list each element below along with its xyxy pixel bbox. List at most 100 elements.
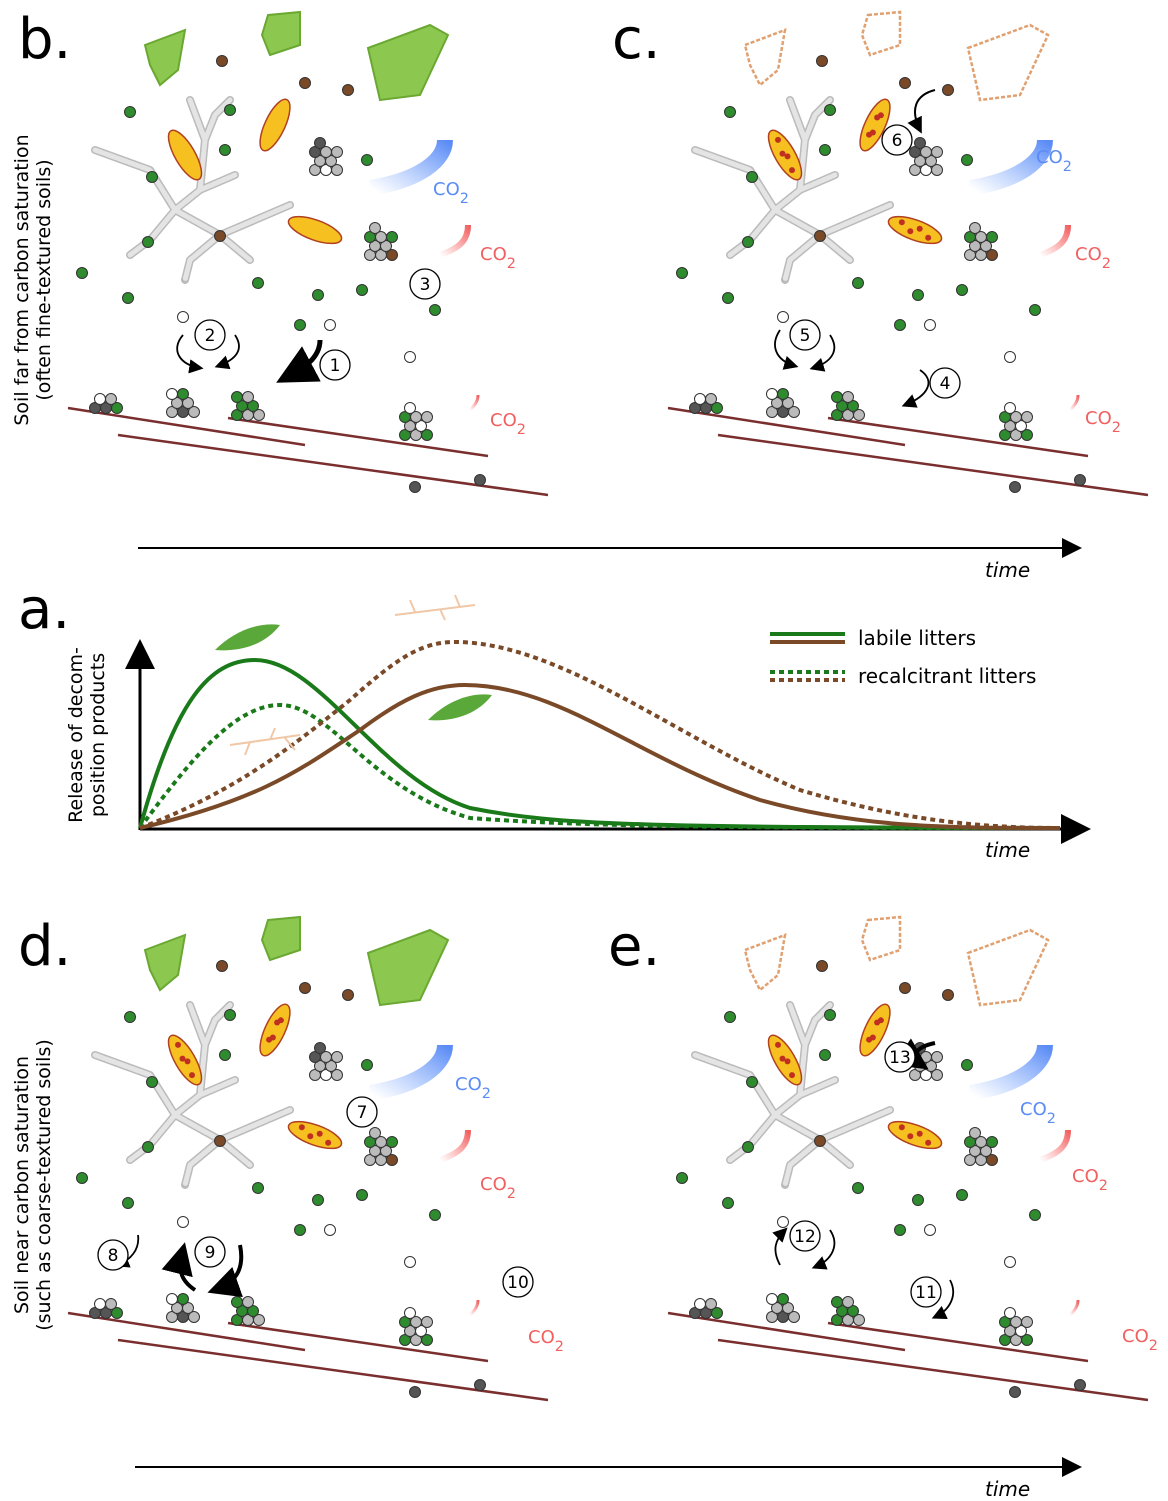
step-circle (789, 1220, 821, 1252)
panel-label: c. (612, 7, 661, 72)
particle (247, 1305, 259, 1317)
microbe-spot (175, 1041, 181, 1048)
step-circle (319, 349, 351, 381)
particle (76, 1172, 88, 1184)
side-label: Soil far from carbon saturation (often f… (11, 134, 55, 425)
co2-sub: 2 (460, 191, 469, 207)
particle (421, 1334, 433, 1346)
particle (1004, 1307, 1016, 1319)
mineral-surface (717, 433, 1149, 497)
particle (361, 154, 373, 166)
particle (914, 137, 926, 149)
particle (980, 240, 992, 252)
particle (294, 319, 306, 331)
process-arrow (893, 1038, 936, 1070)
microbe-spot (269, 1034, 276, 1041)
microbe-spot (316, 1130, 323, 1137)
particle (142, 1141, 154, 1153)
co2-main: CO (1036, 147, 1063, 168)
particle (216, 55, 228, 67)
co2-main: CO (480, 1174, 507, 1195)
particle (676, 1172, 688, 1184)
particle (1015, 420, 1027, 432)
microbe (259, 98, 291, 152)
particle (124, 106, 136, 118)
particle (961, 154, 973, 166)
particle (142, 236, 154, 248)
co2-main: CO (1072, 1166, 1099, 1187)
particle (474, 1379, 486, 1391)
microbe-spot (184, 1058, 191, 1065)
co2-flux (1038, 224, 1071, 258)
particle (925, 155, 937, 167)
particle (361, 1059, 373, 1071)
microbe-spot (898, 219, 905, 226)
particle (986, 1136, 998, 1148)
microbe (167, 129, 203, 181)
co2-flux (968, 1044, 1053, 1101)
leaf-icon (428, 694, 492, 721)
particle (931, 146, 943, 158)
particle (852, 277, 864, 289)
particle (847, 1305, 859, 1317)
leaf (860, 10, 902, 57)
particle (122, 1197, 134, 1209)
step-number: 5 (800, 326, 811, 346)
step-number: 7 (357, 1103, 368, 1123)
particle (899, 77, 911, 89)
co2-sub: 2 (482, 1086, 491, 1102)
particle (931, 1051, 943, 1063)
process-arrow (901, 369, 930, 408)
particle (853, 409, 865, 421)
particle (331, 1069, 343, 1081)
co2-flux (368, 139, 453, 196)
step-circle (409, 268, 441, 300)
time-label: time (985, 558, 1030, 582)
particle (766, 388, 778, 400)
particle (409, 481, 421, 493)
process-arrow (276, 339, 323, 383)
leaf (366, 23, 450, 102)
particle (474, 474, 486, 486)
co2-flux (368, 1044, 453, 1101)
microbe-spot (307, 1133, 314, 1140)
co2-flux (468, 1299, 480, 1317)
co2-main: CO (490, 410, 517, 431)
particle (924, 1224, 936, 1236)
particle (961, 1059, 973, 1071)
microbe (287, 215, 343, 245)
microbe-spot (907, 228, 914, 235)
particle (746, 171, 758, 183)
particle (386, 231, 398, 243)
particle (722, 292, 734, 304)
step-circle (194, 1236, 226, 1268)
particle (1004, 351, 1016, 363)
particle (224, 104, 236, 116)
microbe-spot (277, 1017, 284, 1024)
particle (824, 1009, 836, 1021)
particle (312, 1194, 324, 1206)
particle (421, 1316, 433, 1328)
particle (777, 1293, 789, 1305)
particle (122, 292, 134, 304)
hypha-outline (691, 96, 894, 284)
particle (694, 1298, 706, 1310)
particle (325, 155, 337, 167)
recalcitrant-icon (394, 594, 476, 621)
particle (219, 1049, 231, 1061)
microbe-spot (789, 1072, 795, 1079)
particle (421, 411, 433, 423)
particle (912, 1194, 924, 1206)
particle (942, 84, 954, 96)
particle (711, 1307, 723, 1319)
particle (969, 1127, 981, 1139)
particle (146, 1076, 158, 1088)
particle (986, 249, 998, 261)
particle (1021, 429, 1033, 441)
particle (299, 982, 311, 994)
particle (912, 289, 924, 301)
particle (956, 1189, 968, 1201)
microbe-spot (877, 112, 884, 119)
particle (253, 1314, 265, 1326)
